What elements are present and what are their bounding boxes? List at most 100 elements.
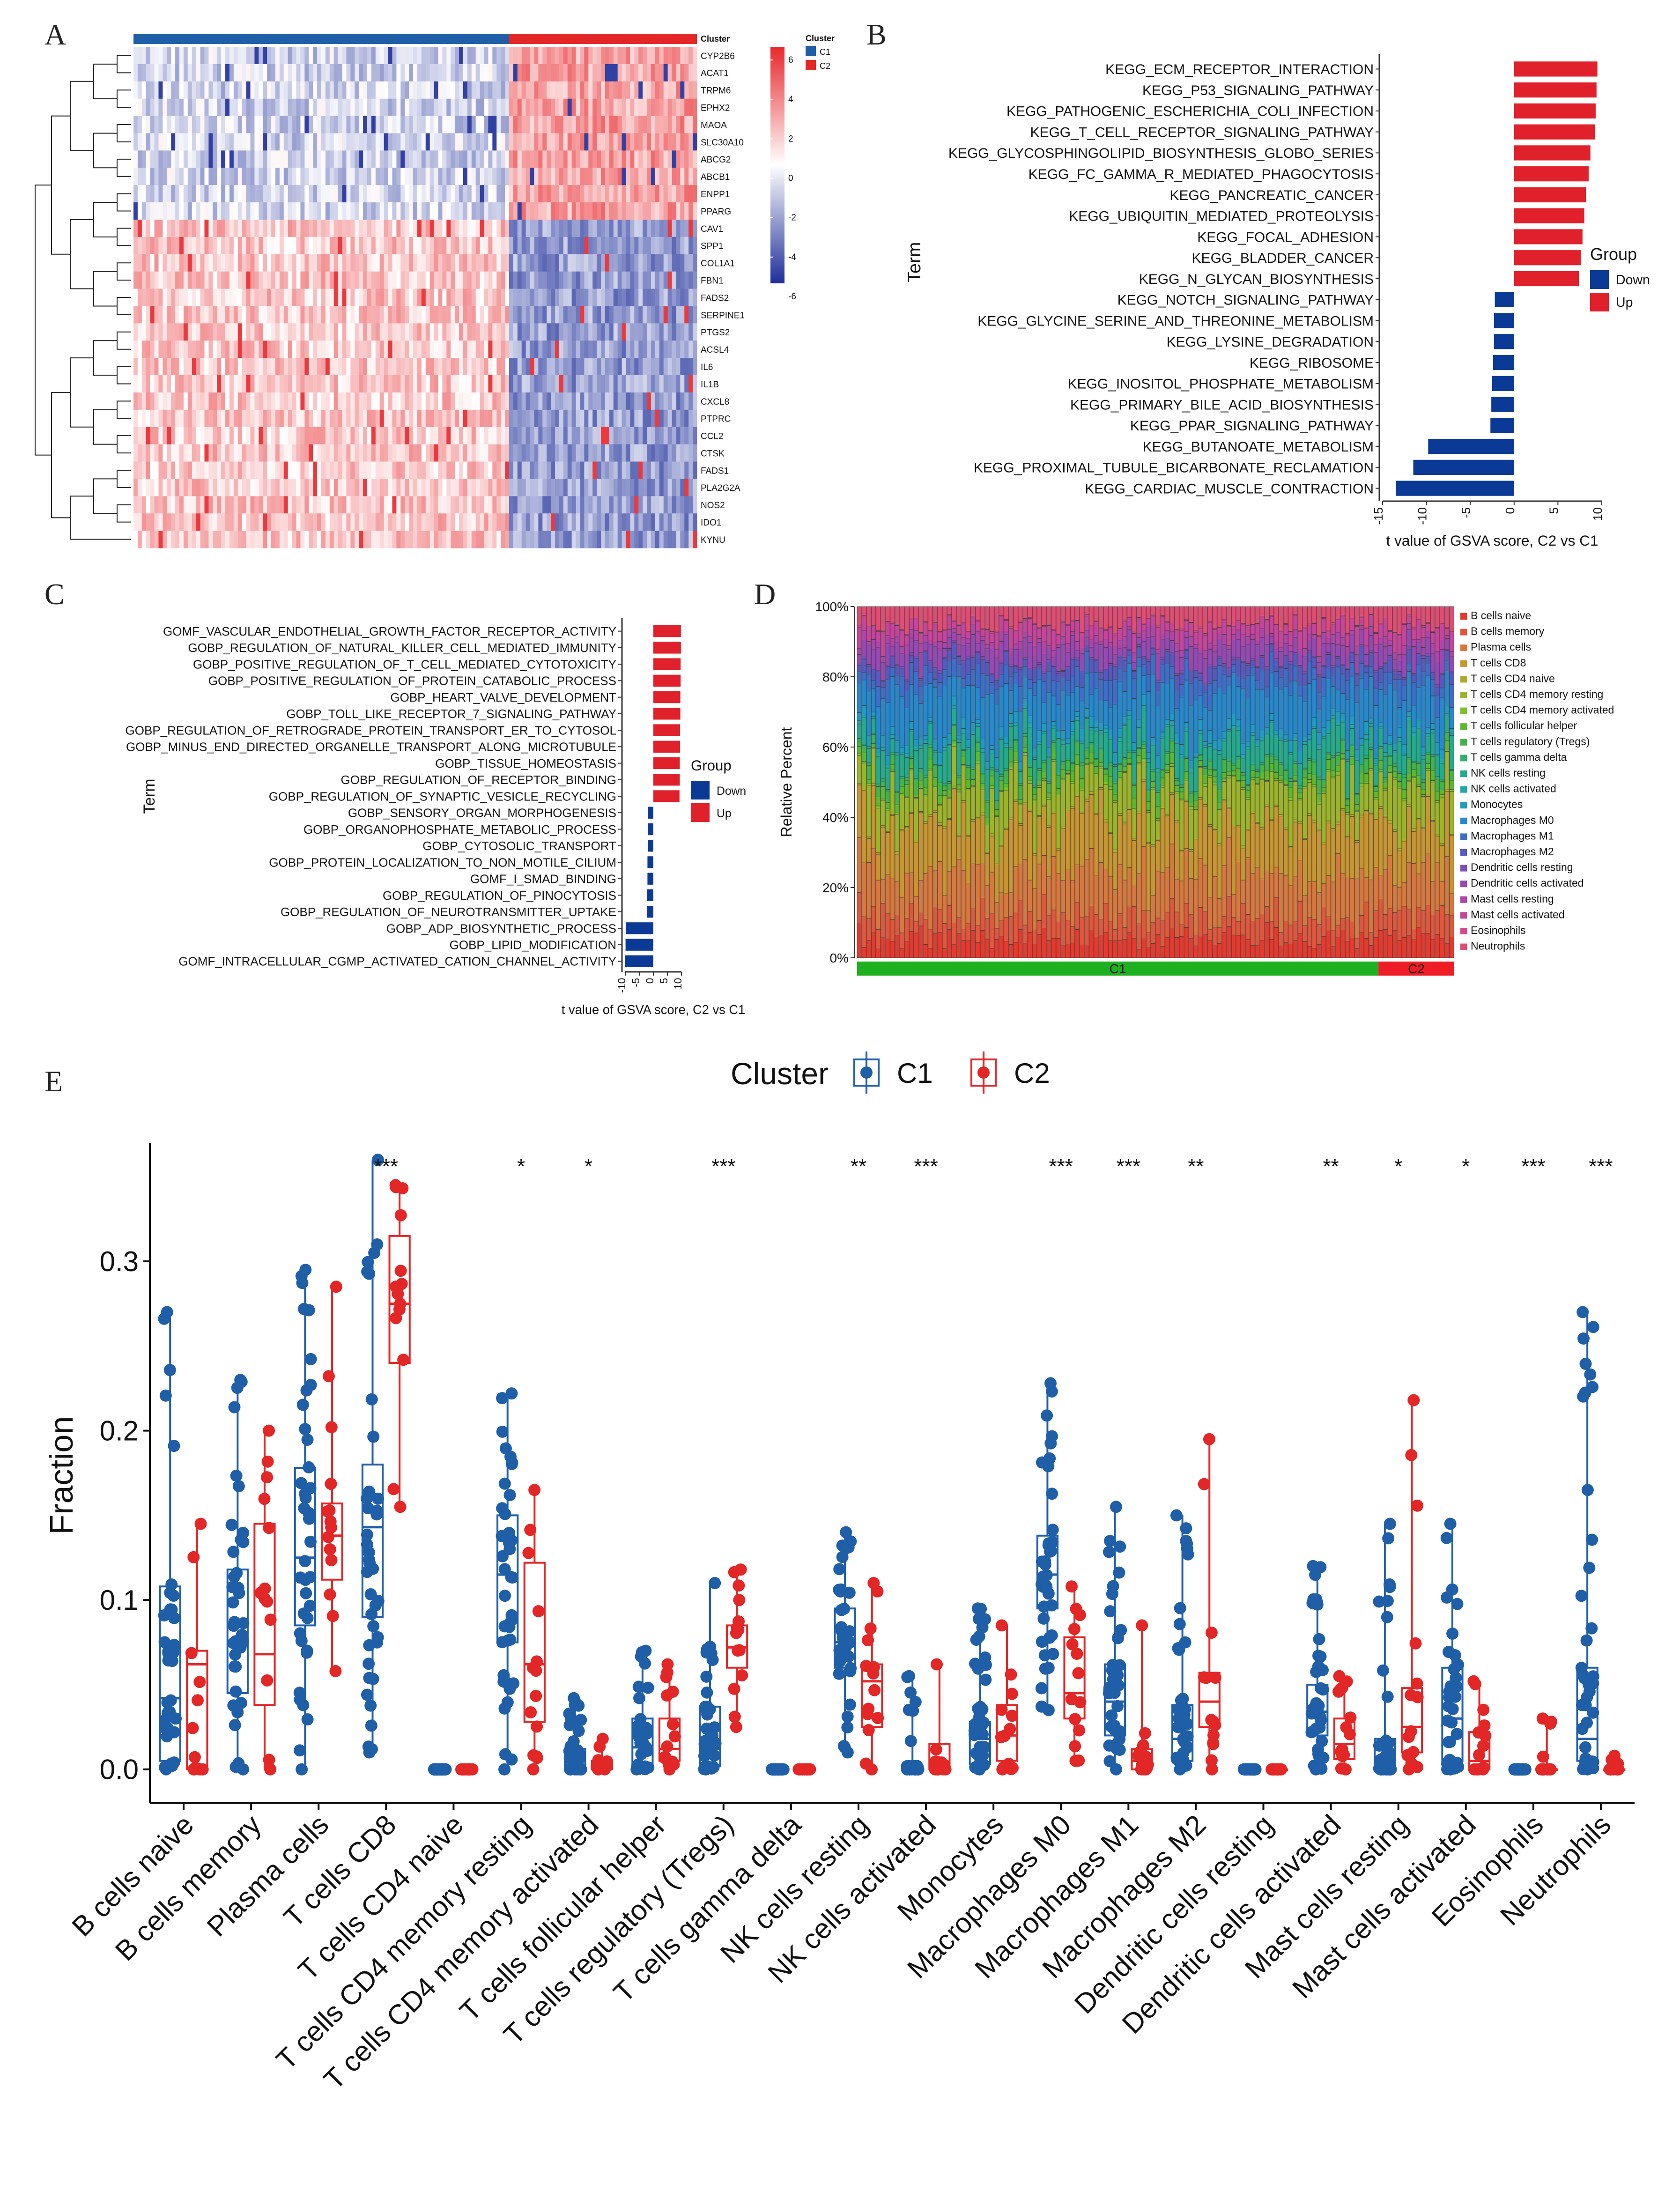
heatmap-cell (175, 323, 180, 341)
heatmap-cell (613, 98, 618, 116)
heatmap-cell (413, 150, 418, 168)
heatmap-cell (576, 479, 580, 496)
heatmap-cell (246, 531, 251, 548)
heatmap-cell (259, 323, 263, 341)
stack-segment (1013, 725, 1018, 740)
heatmap-cell (438, 254, 443, 272)
heatmap-cell (505, 531, 510, 548)
heatmap-cell (597, 427, 601, 445)
heatmap-cell (459, 479, 464, 496)
heatmap-cell (384, 306, 388, 324)
heatmap-cell (141, 81, 147, 99)
heatmap-cell (317, 340, 322, 358)
heatmap-cell (459, 185, 464, 203)
heatmap-cell (680, 254, 685, 272)
heatmap-cell (601, 168, 606, 185)
stack-segment (1013, 912, 1018, 943)
heatmap-cell (413, 219, 418, 237)
heatmap-cell (275, 427, 280, 445)
heatmap-cell (167, 358, 171, 376)
stack-segment (937, 670, 942, 674)
heatmap-cell (601, 306, 606, 324)
heatmap-cell (200, 219, 205, 237)
stack-segment (966, 638, 971, 644)
stack-segment (984, 800, 990, 803)
heatmap-cell (392, 375, 397, 393)
bar-gobp-regulation-of-receptor-binding (653, 774, 680, 786)
heatmap-cell (471, 289, 476, 306)
heatmap-cell (271, 271, 276, 289)
stack-segment (861, 615, 866, 617)
heatmap-cell (400, 254, 405, 272)
heatmap-cell (283, 427, 289, 445)
heatmap-cell (471, 409, 476, 428)
heatmap-cell (179, 513, 184, 531)
heatmap-cell (237, 323, 243, 341)
heatmap-cell (233, 513, 238, 531)
heatmap-cell (171, 289, 176, 306)
heatmap-cell (250, 150, 255, 168)
heatmap-cell (233, 64, 238, 82)
heatmap-cell (388, 116, 392, 133)
heatmap-cell (146, 254, 151, 272)
heatmap-cell (396, 531, 401, 548)
heatmap-cell (622, 358, 626, 376)
heatmap-cell (496, 271, 501, 289)
heatmap-cell (217, 47, 222, 65)
heatmap-cell (313, 444, 318, 462)
heatmap-cell (425, 237, 430, 255)
heatmap-cell (171, 461, 176, 479)
heatmap-cell (684, 479, 689, 496)
heatmap-cell (693, 81, 697, 99)
stack-segment (871, 733, 876, 735)
heatmap-cell (329, 306, 334, 324)
heat-scale-label: 0 (788, 174, 793, 184)
stack-segment (895, 637, 900, 643)
heatmap-cell (384, 289, 388, 306)
heatmap-cell (413, 289, 418, 306)
heatmap-cell (693, 133, 697, 151)
heatmap-cell (538, 409, 543, 428)
heatmap-cell (563, 340, 568, 358)
heatmap-cell (296, 479, 301, 496)
heatmap-cell (379, 47, 385, 65)
heatmap-cell (388, 461, 392, 479)
heatmap-cell (525, 202, 530, 220)
heatmap-cell (363, 392, 368, 410)
stack-segment (857, 892, 862, 923)
heatmap-cell (484, 271, 488, 289)
heatmap-cell (584, 116, 589, 133)
heatmap-cell (225, 375, 230, 393)
heatmap-cell (559, 47, 564, 65)
heatmap-cell (133, 496, 138, 514)
stack-segment (885, 666, 890, 681)
heatmap-cell (213, 392, 217, 410)
stack-segment (899, 668, 904, 677)
heatmap-cell (576, 219, 580, 237)
category-label: GOBP_REGULATION_OF_SYNAPTIC_VESICLE_RECY… (269, 789, 616, 803)
heatmap-cell (167, 219, 171, 237)
heatmap-cell (250, 185, 255, 203)
heatmap-cell (225, 202, 230, 220)
heatmap-cell (446, 133, 451, 151)
stack-segment (890, 734, 895, 739)
stack-segment (876, 880, 881, 930)
heatmap-cell (263, 479, 267, 496)
heatmap-cell (371, 271, 376, 289)
heatmap-cell (250, 340, 255, 358)
heatmap-cell (601, 47, 606, 65)
stack-segment (933, 669, 938, 680)
heatmap-cell (659, 185, 664, 203)
heatmap-cell (187, 289, 192, 306)
heatmap-cell (634, 375, 639, 393)
heatmap-cell (542, 202, 547, 220)
heatmap-cell (179, 306, 184, 324)
heatmap-cell (484, 150, 488, 168)
heatmap-cell (338, 444, 342, 462)
bar-gobp-sensory-organ-morphogenesis (648, 807, 653, 819)
heatmap-cell (425, 306, 430, 324)
heatmap-cell (429, 427, 434, 445)
stack-segment (1018, 900, 1023, 930)
heatmap-cell (338, 358, 342, 376)
heatmap-cell (463, 237, 468, 255)
